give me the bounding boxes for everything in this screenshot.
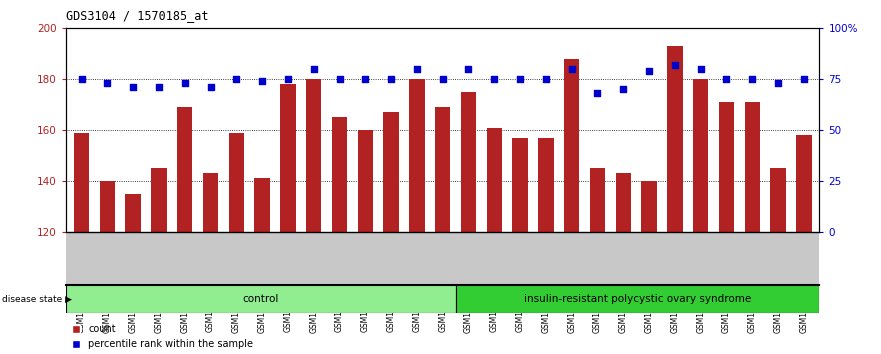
Point (513, 76, 527, 82)
Bar (641, 181, 657, 232)
Point (204, 85, 218, 90)
Point (307, 66, 321, 72)
Bar (461, 92, 477, 232)
Bar (435, 107, 450, 232)
Bar (177, 107, 192, 232)
Point (178, 80, 192, 86)
Point (462, 66, 476, 72)
Bar (332, 118, 347, 232)
Bar (616, 173, 631, 232)
Bar (203, 173, 218, 232)
Bar (538, 138, 553, 232)
Bar (719, 102, 734, 232)
Point (616, 87, 630, 92)
Bar (589, 168, 605, 232)
Bar (255, 178, 270, 232)
Bar (152, 168, 167, 232)
Bar (358, 130, 373, 232)
Point (771, 80, 785, 86)
Point (100, 80, 115, 86)
Bar (125, 194, 141, 232)
Bar (306, 79, 322, 232)
Point (384, 76, 398, 82)
Bar (744, 102, 760, 232)
Point (281, 76, 295, 82)
Point (255, 79, 270, 84)
Point (75, 76, 89, 82)
FancyBboxPatch shape (66, 285, 455, 313)
Bar (796, 135, 811, 232)
Point (539, 76, 553, 82)
Text: disease state ▶: disease state ▶ (2, 295, 71, 304)
Text: insulin-resistant polycystic ovary syndrome: insulin-resistant polycystic ovary syndr… (524, 294, 751, 304)
Point (668, 62, 682, 68)
Point (745, 76, 759, 82)
Point (410, 66, 424, 72)
Bar (74, 133, 89, 232)
Point (642, 68, 656, 74)
Bar (228, 133, 244, 232)
Point (693, 66, 707, 72)
Bar (770, 168, 786, 232)
Point (796, 76, 811, 82)
Point (152, 85, 166, 90)
Point (359, 76, 373, 82)
FancyBboxPatch shape (455, 285, 819, 313)
Bar (409, 79, 425, 232)
Point (126, 85, 140, 90)
Point (720, 76, 734, 82)
Text: control: control (242, 294, 279, 304)
Point (229, 76, 243, 82)
Legend: count, percentile rank within the sample: count, percentile rank within the sample (71, 324, 254, 349)
Bar (513, 138, 528, 232)
Bar (693, 79, 708, 232)
Bar (564, 59, 580, 232)
Bar (280, 84, 296, 232)
Point (590, 91, 604, 96)
Bar (667, 46, 683, 232)
Point (565, 66, 579, 72)
Bar (383, 112, 399, 232)
Point (332, 76, 346, 82)
Bar (100, 181, 115, 232)
Point (435, 76, 449, 82)
Text: GDS3104 / 1570185_at: GDS3104 / 1570185_at (66, 9, 209, 22)
Bar (486, 127, 502, 232)
Point (487, 76, 501, 82)
